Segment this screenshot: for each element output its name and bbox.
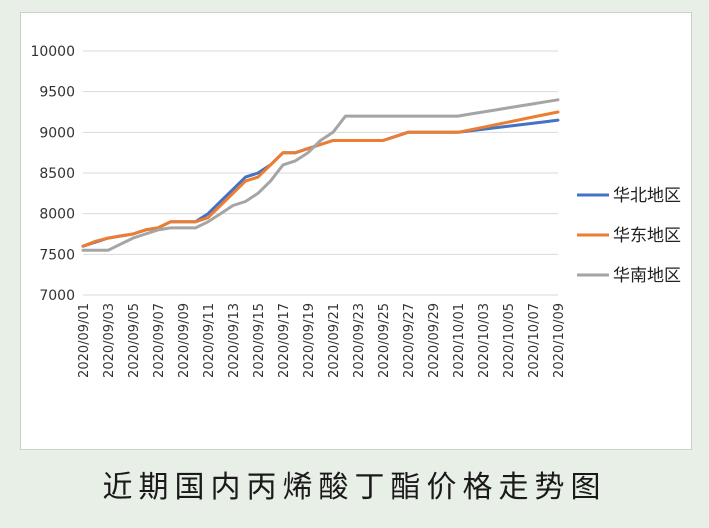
x-tick-label: 2020/10/03 — [477, 303, 492, 378]
legend-label: 华南地区 — [613, 266, 681, 286]
x-tick-label: 2020/09/25 — [377, 303, 392, 378]
x-tick-label: 2020/09/19 — [302, 303, 317, 378]
x-tick-label: 2020/09/11 — [202, 303, 217, 378]
x-tick-label: 2020/09/05 — [127, 303, 142, 378]
x-tick-label: 2020/10/07 — [527, 303, 542, 378]
x-tick-label: 2020/09/27 — [402, 303, 417, 378]
x-tick-label: 2020/09/29 — [427, 303, 442, 378]
y-tick-label: 8000 — [39, 207, 75, 223]
x-tick-label: 2020/10/01 — [452, 303, 467, 378]
y-tick-label: 7500 — [39, 247, 75, 263]
line-chart: 7000 7500 8000 8500 9000 9500 10000 2020/09/01… — [30, 44, 681, 378]
x-tick-label: 2020/10/09 — [552, 303, 567, 378]
x-tick-label: 2020/09/07 — [152, 303, 167, 378]
x-tick-label: 2020/09/23 — [352, 303, 367, 378]
x-axis: 2020/09/01 2020/09/03 2020/09/05 2020/09/07… — [77, 303, 567, 378]
y-tick-label: 10000 — [30, 44, 75, 60]
chart-panel: 7000 7500 8000 8500 9000 9500 10000 2020/09/01… — [20, 12, 692, 450]
x-tick-label: 2020/09/15 — [252, 303, 267, 378]
chart-caption: 近期国内丙烯酸丁酯价格走势图 — [102, 470, 607, 505]
series-line-2 — [81, 110, 560, 248]
y-tick-label: 9000 — [39, 125, 75, 141]
x-tick-label: 2020/09/21 — [327, 303, 342, 378]
x-tick-label: 2020/09/17 — [277, 303, 292, 378]
series-lines — [81, 98, 560, 252]
y-axis: 7000 7500 8000 8500 9000 9500 10000 — [30, 44, 75, 304]
y-tick-label: 8500 — [39, 166, 75, 182]
x-tick-label: 2020/09/09 — [177, 303, 192, 378]
gridlines — [83, 50, 558, 296]
series-line-3 — [81, 98, 560, 252]
x-tick-label: 2020/10/05 — [502, 303, 517, 378]
x-tick-label: 2020/09/03 — [102, 303, 117, 378]
x-tick-label: 2020/09/01 — [77, 303, 92, 378]
x-tick-label: 2020/09/13 — [227, 303, 242, 378]
legend-label: 华北地区 — [613, 186, 681, 206]
y-tick-label: 9500 — [39, 85, 75, 101]
y-tick-label: 7000 — [39, 288, 75, 304]
legend-label: 华东地区 — [613, 226, 681, 246]
